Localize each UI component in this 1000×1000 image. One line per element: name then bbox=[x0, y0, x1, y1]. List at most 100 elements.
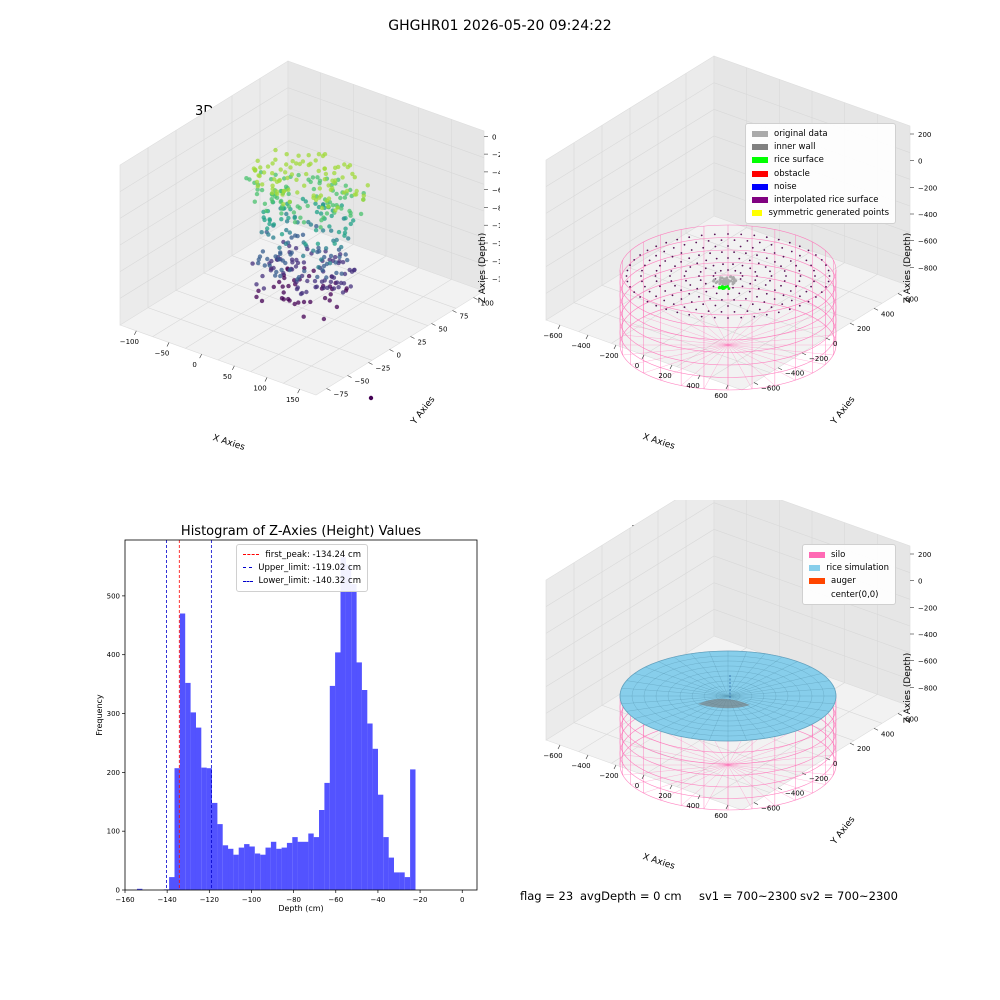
symmetric-point bbox=[676, 238, 679, 241]
z-tick-label: −200 bbox=[918, 604, 937, 612]
data-point bbox=[277, 245, 282, 250]
data-point bbox=[331, 286, 337, 291]
symmetric-point bbox=[795, 285, 797, 288]
z-tick-label: −40 bbox=[492, 169, 500, 177]
x-tick-label: −200 bbox=[599, 772, 618, 780]
data-point bbox=[340, 175, 345, 180]
data-point bbox=[267, 218, 272, 223]
z-tick-label: 0 bbox=[492, 133, 496, 141]
symmetric-point bbox=[720, 311, 723, 313]
data-point bbox=[329, 274, 334, 279]
symmetric-point bbox=[685, 279, 687, 282]
z-tick-label: −100 bbox=[492, 222, 500, 230]
y-tick-label: 50 bbox=[439, 326, 448, 334]
hist-bar bbox=[260, 854, 266, 890]
symmetric-point bbox=[805, 290, 808, 293]
hist-bar bbox=[313, 837, 320, 890]
symmetric-point bbox=[757, 262, 760, 265]
data-point bbox=[294, 161, 299, 166]
x-tick-label: 0 bbox=[635, 362, 639, 370]
symmetric-point bbox=[738, 292, 741, 295]
y-tick-label: 500 bbox=[107, 592, 120, 600]
y-tick-label: −200 bbox=[809, 355, 828, 363]
silo-spoke bbox=[643, 316, 729, 346]
y-tick bbox=[801, 352, 807, 356]
symmetric-point bbox=[795, 264, 797, 267]
data-point bbox=[308, 179, 313, 185]
symmetric-point bbox=[720, 239, 723, 242]
silo-spoke bbox=[727, 764, 834, 776]
silo-spoke bbox=[727, 736, 813, 766]
data-point bbox=[289, 235, 294, 240]
swatch-rice-sim bbox=[809, 564, 821, 571]
y-tick bbox=[849, 742, 855, 746]
hist-frame bbox=[124, 539, 478, 891]
symmetric-point bbox=[680, 252, 683, 254]
swatch-center bbox=[809, 592, 825, 598]
hist-bar bbox=[233, 854, 239, 890]
data-point bbox=[287, 230, 292, 235]
symmetric-point bbox=[763, 249, 766, 251]
data-point bbox=[352, 192, 357, 197]
p1-axes-box bbox=[119, 60, 485, 396]
symmetric-point bbox=[754, 279, 757, 281]
data-point bbox=[291, 210, 297, 215]
symmetric-point bbox=[825, 264, 827, 266]
symmetric-point bbox=[733, 239, 736, 242]
data-point bbox=[341, 281, 347, 286]
symmetric-point bbox=[688, 236, 691, 239]
data-point bbox=[273, 254, 278, 259]
line-first-peak bbox=[243, 554, 260, 556]
legend-rice-sim: rice simulation bbox=[809, 561, 889, 574]
symmetric-point bbox=[683, 243, 686, 246]
p2-data-cluster bbox=[712, 275, 738, 290]
silo-spoke bbox=[622, 754, 729, 766]
symmetric-point bbox=[746, 310, 749, 312]
data-point bbox=[288, 165, 293, 170]
symmetric-point bbox=[749, 267, 752, 270]
data-point bbox=[271, 235, 276, 240]
y-tick-label: 0 bbox=[397, 352, 401, 360]
data-point bbox=[258, 165, 263, 170]
z-tick-label: −800 bbox=[918, 264, 937, 272]
original-point bbox=[723, 282, 727, 286]
p4-ticks: −600 −400 −200 0 200 400 600 −600 −400 −200 0 200 40… bbox=[543, 551, 937, 820]
symmetric-point bbox=[698, 254, 700, 257]
data-point bbox=[332, 170, 337, 176]
symmetric-point bbox=[695, 308, 698, 311]
data-point bbox=[338, 195, 343, 201]
p2-ylabel: Y Axies bbox=[829, 395, 858, 428]
hist-bar bbox=[265, 847, 271, 890]
x-tick bbox=[725, 384, 729, 390]
symmetric-point bbox=[770, 275, 773, 277]
x-tick-label: −50 bbox=[155, 350, 170, 358]
symmetric-point bbox=[688, 257, 691, 260]
data-point bbox=[281, 189, 287, 194]
data-point bbox=[321, 263, 327, 269]
data-point bbox=[284, 227, 289, 233]
data-point bbox=[322, 166, 327, 171]
hist-bar bbox=[340, 557, 346, 890]
symmetric-point bbox=[748, 290, 751, 293]
symmetric-point bbox=[704, 267, 707, 270]
data-point bbox=[323, 171, 329, 177]
y-tick-label: −75 bbox=[334, 391, 349, 399]
symmetric-point bbox=[756, 254, 758, 257]
data-point bbox=[305, 278, 310, 284]
data-point bbox=[342, 271, 348, 277]
hist-legend: first_peak: -134.24 cm Upper_limit: -119… bbox=[236, 544, 368, 592]
rice-mesh-spoke bbox=[727, 661, 798, 697]
p4-ylabel: Y Axies bbox=[829, 815, 858, 848]
hist-bar bbox=[297, 841, 303, 890]
data-point bbox=[265, 164, 271, 169]
data-point bbox=[322, 295, 328, 301]
symmetric-point bbox=[780, 284, 782, 287]
x-tick-label: −600 bbox=[543, 752, 562, 760]
hist-bar bbox=[206, 768, 212, 890]
y-tick bbox=[452, 310, 457, 313]
hist-bar bbox=[292, 837, 298, 890]
y-tick-label: −200 bbox=[809, 775, 828, 783]
rice-mesh-spoke bbox=[621, 695, 729, 704]
z-tick-label: 200 bbox=[918, 131, 931, 139]
x-tick-label: 150 bbox=[286, 396, 299, 404]
